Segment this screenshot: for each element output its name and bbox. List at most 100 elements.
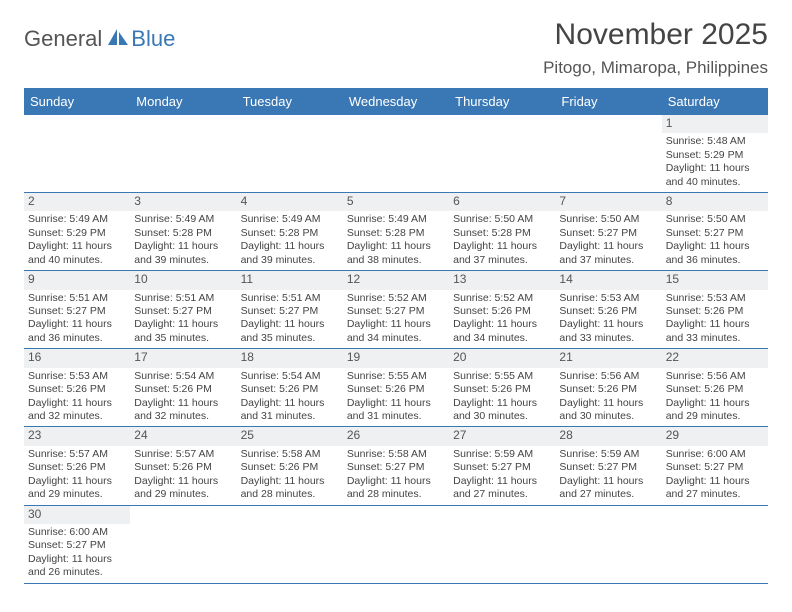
sunset-line: Sunset: 5:28 PM bbox=[134, 227, 232, 240]
sunset-line: Sunset: 5:29 PM bbox=[28, 227, 126, 240]
daylight-line-1: Daylight: 11 hours bbox=[347, 397, 445, 410]
day-number: 17 bbox=[130, 349, 236, 367]
day-cell: 13Sunrise: 5:52 AMSunset: 5:26 PMDayligh… bbox=[449, 271, 555, 348]
day-number: 13 bbox=[449, 271, 555, 289]
daylight-line-1: Daylight: 11 hours bbox=[453, 475, 551, 488]
brand-text-2: Blue bbox=[131, 26, 175, 52]
sunrise-line: Sunrise: 5:49 AM bbox=[347, 213, 445, 226]
daylight-line-2: and 27 minutes. bbox=[666, 488, 764, 501]
sunset-line: Sunset: 5:27 PM bbox=[347, 305, 445, 318]
day-cell: 11Sunrise: 5:51 AMSunset: 5:27 PMDayligh… bbox=[237, 271, 343, 348]
day-cell: 6Sunrise: 5:50 AMSunset: 5:28 PMDaylight… bbox=[449, 193, 555, 270]
daylight-line-1: Daylight: 11 hours bbox=[28, 397, 126, 410]
brand-logo: General Blue bbox=[24, 26, 175, 52]
sunrise-line: Sunrise: 5:53 AM bbox=[666, 292, 764, 305]
daylight-line-2: and 36 minutes. bbox=[28, 332, 126, 345]
daylight-line-2: and 40 minutes. bbox=[666, 176, 764, 189]
empty-day-cell bbox=[449, 506, 555, 583]
sunset-line: Sunset: 5:27 PM bbox=[28, 539, 126, 552]
title-block: November 2025 Pitogo, Mimaropa, Philippi… bbox=[543, 18, 768, 78]
day-number: 4 bbox=[237, 193, 343, 211]
header-area: General Blue November 2025 Pitogo, Mimar… bbox=[24, 18, 768, 78]
sunrise-line: Sunrise: 5:49 AM bbox=[241, 213, 339, 226]
daylight-line-2: and 35 minutes. bbox=[241, 332, 339, 345]
sunset-line: Sunset: 5:26 PM bbox=[241, 461, 339, 474]
empty-day-cell bbox=[555, 506, 661, 583]
daylight-line-1: Daylight: 11 hours bbox=[666, 397, 764, 410]
sunset-line: Sunset: 5:26 PM bbox=[347, 383, 445, 396]
sunrise-line: Sunrise: 5:55 AM bbox=[347, 370, 445, 383]
sunrise-line: Sunrise: 5:56 AM bbox=[666, 370, 764, 383]
empty-day-cell bbox=[555, 115, 661, 192]
sunrise-line: Sunrise: 5:52 AM bbox=[453, 292, 551, 305]
daylight-line-1: Daylight: 11 hours bbox=[666, 318, 764, 331]
sunset-line: Sunset: 5:26 PM bbox=[666, 383, 764, 396]
day-cell: 8Sunrise: 5:50 AMSunset: 5:27 PMDaylight… bbox=[662, 193, 768, 270]
daylight-line-1: Daylight: 11 hours bbox=[28, 240, 126, 253]
weekday-header: Thursday bbox=[449, 89, 555, 115]
day-cell: 23Sunrise: 5:57 AMSunset: 5:26 PMDayligh… bbox=[24, 427, 130, 504]
daylight-line-1: Daylight: 11 hours bbox=[559, 397, 657, 410]
day-number: 23 bbox=[24, 427, 130, 445]
day-number: 30 bbox=[24, 506, 130, 524]
day-cell: 2Sunrise: 5:49 AMSunset: 5:29 PMDaylight… bbox=[24, 193, 130, 270]
daylight-line-2: and 36 minutes. bbox=[666, 254, 764, 267]
daylight-line-2: and 32 minutes. bbox=[134, 410, 232, 423]
daylight-line-2: and 39 minutes. bbox=[241, 254, 339, 267]
daylight-line-2: and 38 minutes. bbox=[347, 254, 445, 267]
sunrise-line: Sunrise: 5:51 AM bbox=[28, 292, 126, 305]
daylight-line-2: and 33 minutes. bbox=[666, 332, 764, 345]
daylight-line-2: and 29 minutes. bbox=[134, 488, 232, 501]
daylight-line-1: Daylight: 11 hours bbox=[134, 397, 232, 410]
daylight-line-1: Daylight: 11 hours bbox=[134, 240, 232, 253]
empty-day-cell bbox=[130, 506, 236, 583]
sunset-line: Sunset: 5:27 PM bbox=[559, 227, 657, 240]
daylight-line-1: Daylight: 11 hours bbox=[28, 553, 126, 566]
daylight-line-1: Daylight: 11 hours bbox=[559, 240, 657, 253]
day-cell: 25Sunrise: 5:58 AMSunset: 5:26 PMDayligh… bbox=[237, 427, 343, 504]
day-cell: 28Sunrise: 5:59 AMSunset: 5:27 PMDayligh… bbox=[555, 427, 661, 504]
day-cell: 20Sunrise: 5:55 AMSunset: 5:26 PMDayligh… bbox=[449, 349, 555, 426]
sunset-line: Sunset: 5:26 PM bbox=[666, 305, 764, 318]
sunrise-line: Sunrise: 6:00 AM bbox=[666, 448, 764, 461]
sunrise-line: Sunrise: 5:58 AM bbox=[347, 448, 445, 461]
sunset-line: Sunset: 5:26 PM bbox=[559, 305, 657, 318]
daylight-line-1: Daylight: 11 hours bbox=[134, 318, 232, 331]
sunset-line: Sunset: 5:26 PM bbox=[134, 461, 232, 474]
brand-text-1: General bbox=[24, 26, 102, 52]
day-number: 22 bbox=[662, 349, 768, 367]
day-cell: 14Sunrise: 5:53 AMSunset: 5:26 PMDayligh… bbox=[555, 271, 661, 348]
day-number: 25 bbox=[237, 427, 343, 445]
sunrise-line: Sunrise: 5:51 AM bbox=[134, 292, 232, 305]
day-number: 28 bbox=[555, 427, 661, 445]
daylight-line-1: Daylight: 11 hours bbox=[28, 318, 126, 331]
daylight-line-1: Daylight: 11 hours bbox=[134, 475, 232, 488]
daylight-line-2: and 37 minutes. bbox=[453, 254, 551, 267]
sunrise-line: Sunrise: 5:54 AM bbox=[134, 370, 232, 383]
empty-day-cell bbox=[343, 506, 449, 583]
day-cell: 19Sunrise: 5:55 AMSunset: 5:26 PMDayligh… bbox=[343, 349, 449, 426]
daylight-line-1: Daylight: 11 hours bbox=[666, 240, 764, 253]
sunset-line: Sunset: 5:28 PM bbox=[453, 227, 551, 240]
day-cell: 29Sunrise: 6:00 AMSunset: 5:27 PMDayligh… bbox=[662, 427, 768, 504]
empty-day-cell bbox=[343, 115, 449, 192]
day-number: 12 bbox=[343, 271, 449, 289]
day-number: 10 bbox=[130, 271, 236, 289]
daylight-line-2: and 26 minutes. bbox=[28, 566, 126, 579]
empty-day-cell bbox=[130, 115, 236, 192]
day-number: 7 bbox=[555, 193, 661, 211]
daylight-line-2: and 28 minutes. bbox=[347, 488, 445, 501]
day-cell: 17Sunrise: 5:54 AMSunset: 5:26 PMDayligh… bbox=[130, 349, 236, 426]
day-number: 14 bbox=[555, 271, 661, 289]
weekday-header: Tuesday bbox=[237, 89, 343, 115]
daylight-line-2: and 37 minutes. bbox=[559, 254, 657, 267]
daylight-line-2: and 27 minutes. bbox=[559, 488, 657, 501]
day-cell: 30Sunrise: 6:00 AMSunset: 5:27 PMDayligh… bbox=[24, 506, 130, 583]
day-number: 27 bbox=[449, 427, 555, 445]
day-number: 18 bbox=[237, 349, 343, 367]
calendar-grid: SundayMondayTuesdayWednesdayThursdayFrid… bbox=[24, 88, 768, 584]
sunset-line: Sunset: 5:26 PM bbox=[28, 461, 126, 474]
day-cell: 4Sunrise: 5:49 AMSunset: 5:28 PMDaylight… bbox=[237, 193, 343, 270]
sunrise-line: Sunrise: 5:49 AM bbox=[134, 213, 232, 226]
weekday-header: Friday bbox=[555, 89, 661, 115]
